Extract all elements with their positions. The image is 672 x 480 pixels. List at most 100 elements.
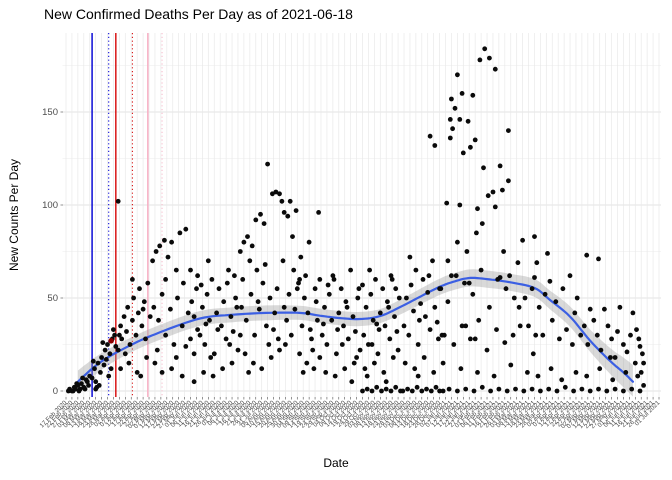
data-point bbox=[526, 323, 531, 329]
data-point bbox=[581, 323, 587, 329]
data-point bbox=[243, 317, 249, 323]
data-point bbox=[472, 336, 478, 342]
data-point bbox=[468, 336, 473, 342]
data-point bbox=[329, 317, 335, 323]
data-point bbox=[517, 323, 523, 329]
data-point bbox=[637, 388, 643, 394]
data-point bbox=[101, 362, 107, 368]
data-point bbox=[481, 165, 486, 171]
data-point bbox=[459, 91, 465, 96]
data-point bbox=[285, 213, 291, 219]
data-point bbox=[291, 267, 297, 273]
data-point bbox=[485, 193, 491, 199]
data-point bbox=[240, 277, 246, 282]
data-point bbox=[629, 386, 635, 392]
data-point bbox=[183, 226, 189, 232]
data-point bbox=[445, 299, 451, 305]
data-point bbox=[460, 150, 466, 156]
data-point bbox=[230, 329, 236, 334]
data-point bbox=[119, 336, 125, 342]
data-point bbox=[191, 314, 197, 319]
data-point bbox=[447, 117, 453, 122]
data-point bbox=[449, 273, 454, 279]
data-point bbox=[99, 355, 104, 360]
data-point bbox=[248, 291, 254, 297]
data-point bbox=[348, 267, 353, 273]
data-point bbox=[475, 370, 480, 375]
data-point bbox=[268, 355, 274, 360]
data-point bbox=[115, 347, 121, 353]
data-point bbox=[367, 267, 372, 273]
data-point bbox=[594, 332, 600, 338]
data-point bbox=[479, 221, 485, 227]
data-point bbox=[251, 360, 256, 366]
data-point bbox=[137, 286, 142, 292]
data-point bbox=[239, 304, 244, 310]
data-point bbox=[355, 295, 361, 301]
data-point bbox=[372, 360, 377, 366]
data-point bbox=[272, 310, 278, 316]
data-point bbox=[256, 306, 262, 312]
data-point bbox=[564, 327, 569, 332]
data-point bbox=[261, 221, 267, 227]
data-point bbox=[188, 267, 193, 273]
data-point bbox=[286, 291, 292, 297]
data-point bbox=[131, 295, 137, 301]
data-point bbox=[602, 306, 607, 312]
data-point bbox=[334, 351, 339, 357]
data-point bbox=[412, 366, 418, 372]
data-point bbox=[297, 351, 302, 357]
data-point bbox=[115, 198, 121, 204]
data-point bbox=[617, 304, 623, 310]
data-point bbox=[154, 347, 160, 353]
data-point bbox=[108, 366, 114, 372]
data-point bbox=[377, 310, 383, 316]
data-point bbox=[557, 336, 562, 342]
data-point bbox=[332, 373, 338, 379]
data-point bbox=[195, 273, 201, 279]
data-point bbox=[484, 347, 490, 353]
data-point bbox=[466, 280, 472, 286]
data-point bbox=[317, 355, 323, 360]
data-point bbox=[385, 299, 390, 305]
data-point bbox=[504, 388, 510, 394]
data-point bbox=[370, 317, 376, 323]
data-point bbox=[421, 355, 427, 360]
data-point bbox=[321, 321, 326, 327]
data-point bbox=[143, 336, 148, 342]
data-point bbox=[305, 310, 311, 316]
data-point bbox=[574, 295, 580, 301]
data-point bbox=[341, 323, 346, 329]
data-point bbox=[163, 277, 169, 282]
data-point bbox=[311, 366, 317, 372]
data-point bbox=[264, 323, 269, 329]
data-point bbox=[406, 332, 412, 338]
data-point bbox=[92, 366, 97, 372]
data-point bbox=[418, 301, 423, 306]
data-point bbox=[245, 234, 250, 240]
data-point bbox=[432, 143, 438, 148]
data-point bbox=[274, 286, 280, 292]
data-point bbox=[159, 370, 165, 375]
data-point bbox=[532, 275, 537, 280]
data-point bbox=[554, 388, 560, 394]
data-point bbox=[428, 388, 434, 394]
data-point bbox=[457, 202, 463, 208]
data-point bbox=[425, 290, 431, 295]
data-point bbox=[173, 355, 179, 360]
data-point bbox=[383, 386, 389, 392]
data-point bbox=[419, 388, 425, 394]
data-point bbox=[383, 379, 389, 385]
data-point bbox=[513, 386, 518, 392]
data-point bbox=[605, 323, 611, 329]
data-point bbox=[427, 133, 433, 139]
data-point bbox=[185, 310, 191, 316]
data-point bbox=[510, 332, 516, 338]
data-point bbox=[124, 329, 129, 334]
data-point bbox=[470, 291, 476, 297]
data-point bbox=[275, 336, 281, 342]
data-point bbox=[228, 314, 234, 319]
data-point bbox=[434, 319, 440, 325]
data-point bbox=[459, 323, 465, 329]
data-point bbox=[393, 384, 399, 390]
